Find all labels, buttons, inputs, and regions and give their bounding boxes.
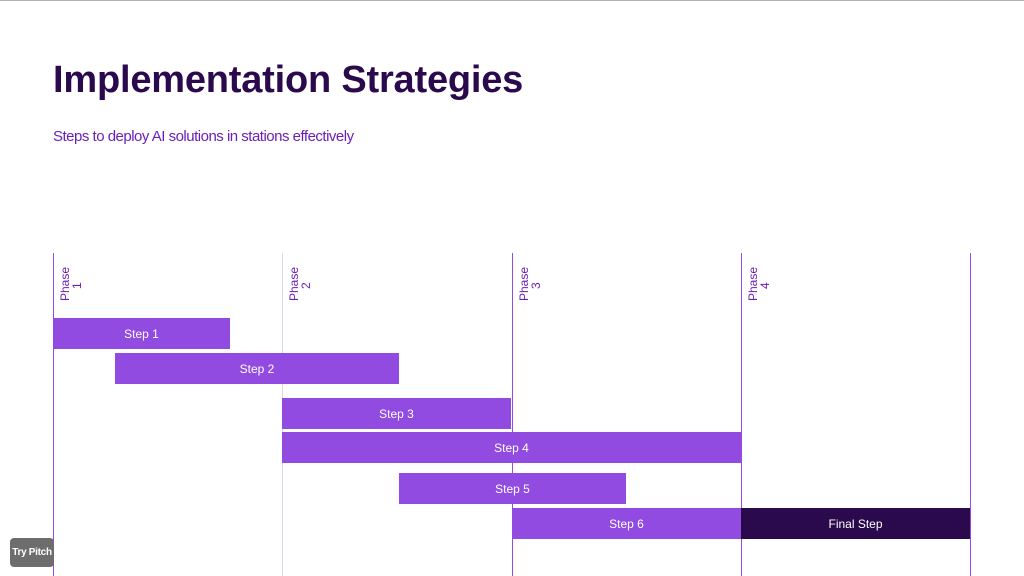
task-bar-1: Step 1 (53, 318, 230, 349)
phase-label-2: Phase 2 (287, 265, 324, 301)
phase-number: 4 (758, 282, 772, 289)
phase-divider (970, 253, 971, 576)
phase-label-1: Phase 1 (58, 265, 95, 301)
task-bar-2: Step 2 (115, 353, 399, 384)
phase-number: 3 (529, 282, 543, 289)
task-bar-5: Step 5 (399, 473, 626, 504)
task-bar-6: Step 6 (512, 508, 741, 539)
phase-label-3: Phase 3 (517, 265, 554, 301)
phase-divider (53, 253, 54, 576)
task-bar-4: Step 4 (282, 432, 741, 463)
task-bar-3: Step 3 (282, 398, 511, 429)
phase-divider (741, 253, 742, 576)
slide-title: Implementation Strategies (53, 59, 524, 101)
slide-subtitle: Steps to deploy AI solutions in stations… (53, 128, 354, 145)
task-bar-7: Final Step (741, 508, 970, 539)
phase-number: 2 (299, 282, 313, 289)
phase-number: 1 (70, 282, 84, 289)
try-pitch-button[interactable]: Try Pitch (10, 538, 54, 567)
phase-divider (512, 253, 513, 576)
phase-label-4: Phase 4 (746, 265, 783, 301)
